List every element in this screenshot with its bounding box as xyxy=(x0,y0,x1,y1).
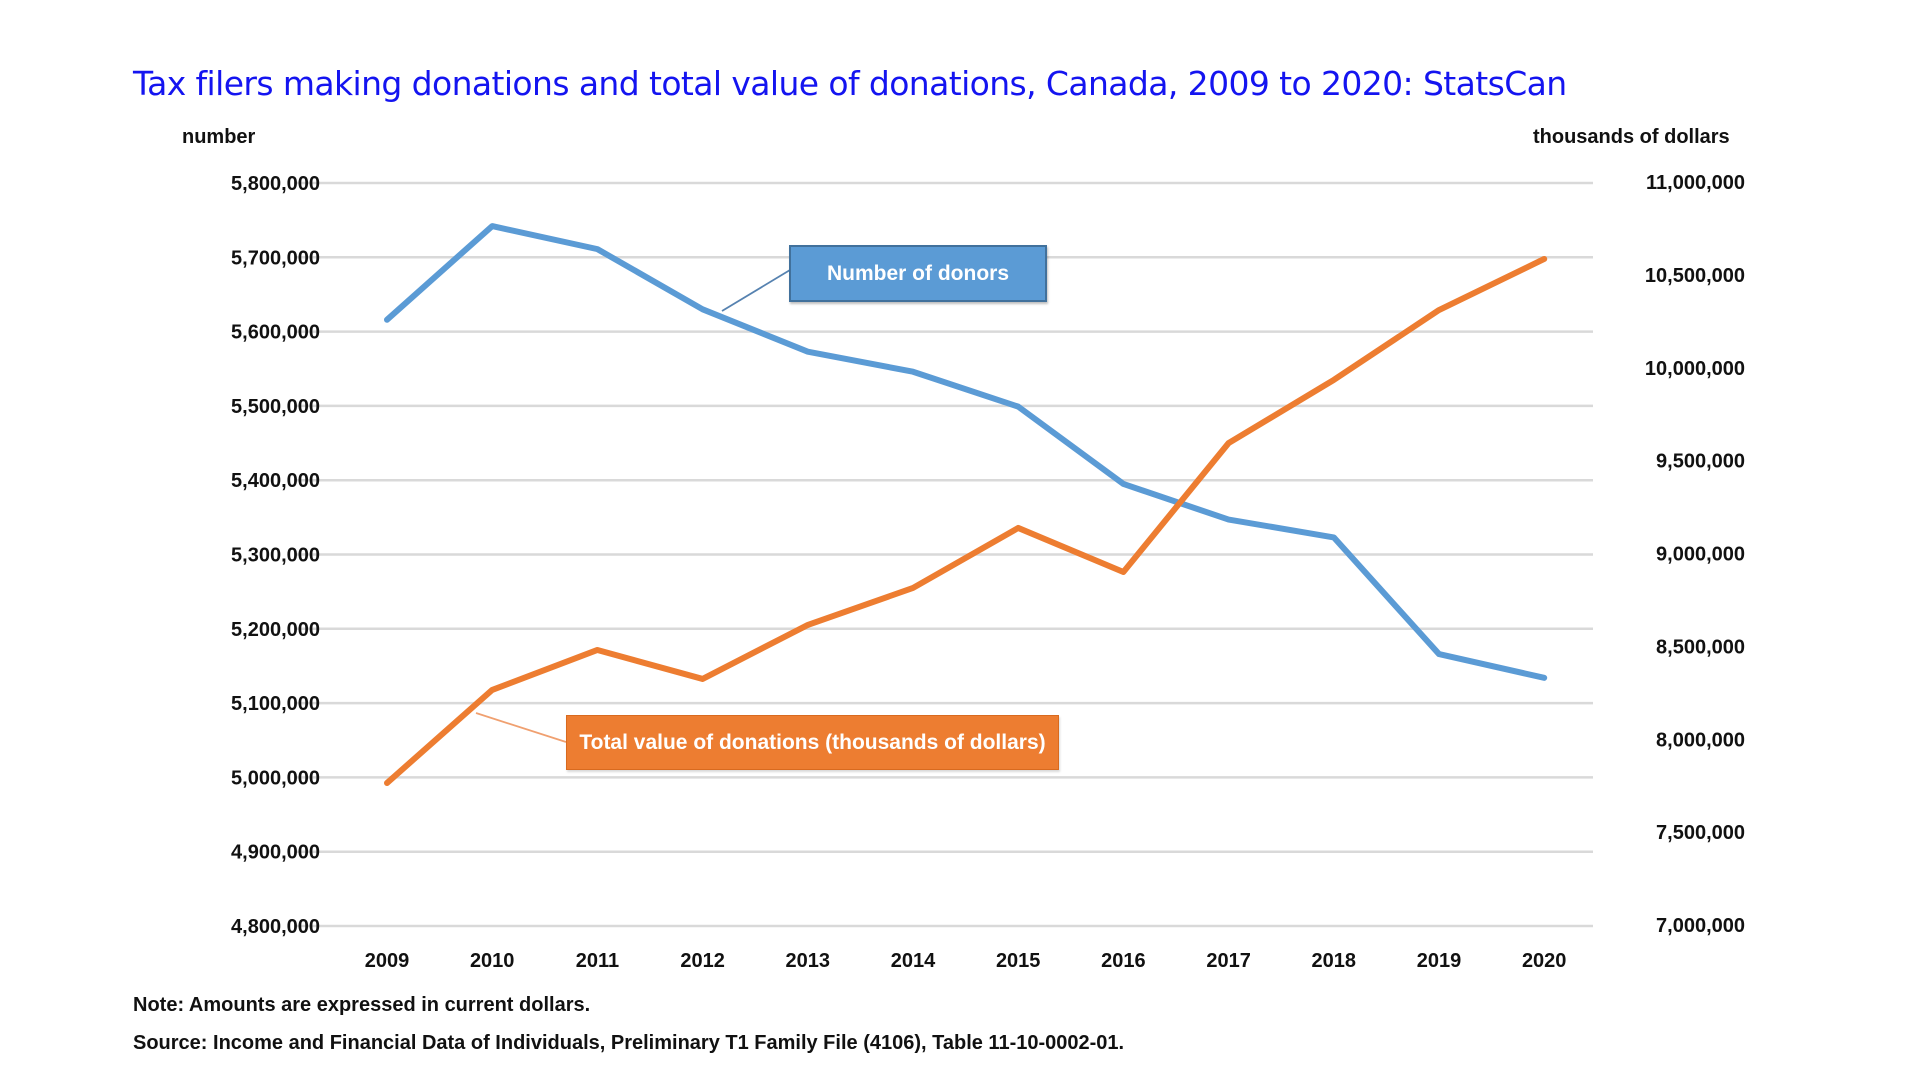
left-tick-label: 4,900,000 xyxy=(231,842,320,864)
right-tick-label: 7,000,000 xyxy=(1656,915,1745,937)
left-tick-label: 5,300,000 xyxy=(231,545,320,567)
left-tick-label: 5,400,000 xyxy=(231,470,320,492)
right-tick-label: 8,000,000 xyxy=(1656,729,1745,751)
series-line-number-of-donors xyxy=(384,223,1548,681)
right-tick-label: 10,500,000 xyxy=(1645,265,1745,287)
x-tick-label: 2011 xyxy=(576,950,619,972)
source-note: Source: Income and Financial Data of Ind… xyxy=(133,1032,1125,1054)
right-tick-label: 9,500,000 xyxy=(1656,451,1745,473)
x-tick-label: 2020 xyxy=(1522,950,1567,972)
donors-callout-leader xyxy=(721,269,791,312)
right-axis-ticks: 7,000,000 7,500,000 8,000,000 8,500,000 9,00… xyxy=(1645,172,1745,937)
series-line-total-value xyxy=(384,255,1548,786)
x-tick-label: 2015 xyxy=(996,950,1041,972)
left-tick-label: 5,800,000 xyxy=(231,173,320,195)
gridlines xyxy=(294,181,1593,928)
x-tick-label: 2009 xyxy=(365,950,410,972)
x-tick-label: 2019 xyxy=(1417,950,1462,972)
callout-number-of-donors: Number of donors xyxy=(789,245,1047,302)
left-tick-label: 5,700,000 xyxy=(231,247,320,269)
right-tick-label: 7,500,000 xyxy=(1656,822,1745,844)
left-tick-label: 4,800,000 xyxy=(231,916,320,938)
chart-title: Tax filers making donations and total va… xyxy=(133,64,1567,103)
value-callout-leader xyxy=(475,712,567,743)
right-tick-label: 10,000,000 xyxy=(1645,358,1745,380)
left-tick-label: 5,200,000 xyxy=(231,619,320,641)
left-tick-label: 5,000,000 xyxy=(231,767,320,789)
series-lines xyxy=(384,223,1548,786)
left-tick-label: 5,500,000 xyxy=(231,396,320,418)
right-axis-unit-label: thousands of dollars xyxy=(1533,126,1730,148)
x-tick-label: 2010 xyxy=(470,950,515,972)
footnote: Note: Amounts are expressed in current d… xyxy=(133,994,591,1016)
x-tick-label: 2017 xyxy=(1206,950,1251,972)
left-axis-ticks: 4,800,000 4,900,000 5,000,000 5,100,000 5,20… xyxy=(231,173,320,938)
x-tick-label: 2012 xyxy=(680,950,725,972)
x-tick-label: 2016 xyxy=(1101,950,1146,972)
left-tick-label: 5,100,000 xyxy=(231,693,320,715)
callout-leaders xyxy=(475,269,791,743)
x-axis-ticks: 2009 2010 2011 2012 2013 2014 2015 2016 2017 2018… xyxy=(365,950,1567,972)
right-tick-label: 8,500,000 xyxy=(1656,636,1745,658)
left-tick-label: 5,600,000 xyxy=(231,322,320,344)
right-tick-label: 9,000,000 xyxy=(1656,544,1745,566)
x-tick-label: 2018 xyxy=(1312,950,1357,972)
x-tick-label: 2014 xyxy=(891,950,936,972)
left-axis-unit-label: number xyxy=(182,126,256,148)
x-tick-label: 2013 xyxy=(786,950,831,972)
right-tick-label: 11,000,000 xyxy=(1646,172,1745,194)
callout-total-value: Total value of donations (thousands of d… xyxy=(566,715,1059,770)
